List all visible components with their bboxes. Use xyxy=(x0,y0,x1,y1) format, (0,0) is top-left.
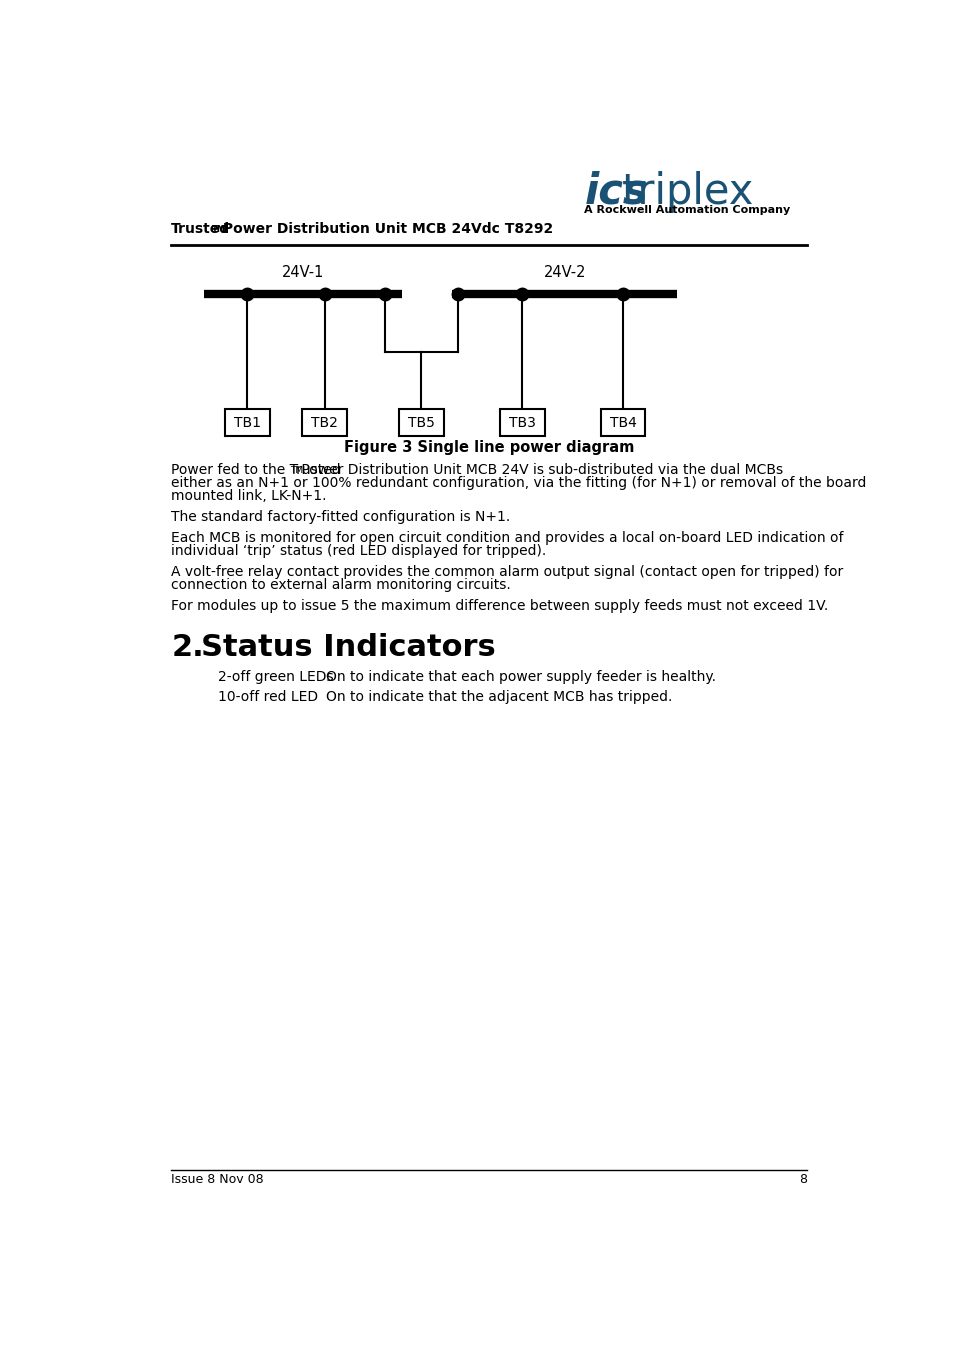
Bar xyxy=(599,409,645,436)
Text: TB2: TB2 xyxy=(311,416,337,430)
Text: On to indicate that the adjacent MCB has tripped.: On to indicate that the adjacent MCB has… xyxy=(326,689,672,704)
Text: The standard factory-fitted configuration is N+1.: The standard factory-fitted configuratio… xyxy=(171,511,510,524)
Text: Status Indicators: Status Indicators xyxy=(200,634,495,662)
Text: either as an N+1 or 100% redundant configuration, via the fitting (for N+1) or r: either as an N+1 or 100% redundant confi… xyxy=(171,477,865,490)
Text: 10-off red LED: 10-off red LED xyxy=(217,689,317,704)
Bar xyxy=(302,409,347,436)
Bar xyxy=(398,409,443,436)
Text: TB4: TB4 xyxy=(609,416,636,430)
Text: TM: TM xyxy=(290,466,302,476)
Text: On to indicate that each power supply feeder is healthy.: On to indicate that each power supply fe… xyxy=(326,670,716,685)
Text: A volt-free relay contact provides the common alarm output signal (contact open : A volt-free relay contact provides the c… xyxy=(171,565,842,578)
Text: Power Distribution Unit MCB 24Vdc T8292: Power Distribution Unit MCB 24Vdc T8292 xyxy=(217,222,553,236)
Bar xyxy=(499,409,544,436)
Text: TB5: TB5 xyxy=(408,416,435,430)
Text: individual ‘trip’ status (red LED displayed for tripped).: individual ‘trip’ status (red LED displa… xyxy=(171,544,546,558)
Text: A Rockwell Automation Company: A Rockwell Automation Company xyxy=(583,205,790,215)
Text: triplex: triplex xyxy=(620,170,753,212)
Bar xyxy=(224,409,270,436)
Text: 2-off green LEDs: 2-off green LEDs xyxy=(217,670,333,685)
Text: 24V-1: 24V-1 xyxy=(282,265,324,280)
Text: Each MCB is monitored for open circuit condition and provides a local on-board L: Each MCB is monitored for open circuit c… xyxy=(171,531,842,544)
Text: TB3: TB3 xyxy=(508,416,536,430)
Text: TB1: TB1 xyxy=(233,416,260,430)
Text: For modules up to issue 5 the maximum difference between supply feeds must not e: For modules up to issue 5 the maximum di… xyxy=(171,598,827,613)
Text: mounted link, LK-N+1.: mounted link, LK-N+1. xyxy=(171,489,326,504)
Text: 2.: 2. xyxy=(171,634,204,662)
Text: Issue 8 Nov 08: Issue 8 Nov 08 xyxy=(171,1173,264,1186)
Text: Power Distribution Unit MCB 24V is sub-distributed via the dual MCBs: Power Distribution Unit MCB 24V is sub-d… xyxy=(296,463,782,477)
Text: Power fed to the Trusted: Power fed to the Trusted xyxy=(171,463,340,477)
Text: Trusted: Trusted xyxy=(171,222,230,236)
Text: connection to external alarm monitoring circuits.: connection to external alarm monitoring … xyxy=(171,578,511,592)
Text: 24V-2: 24V-2 xyxy=(543,265,585,280)
Text: TM: TM xyxy=(212,224,225,234)
Text: Figure 3 Single line power diagram: Figure 3 Single line power diagram xyxy=(343,440,634,455)
Text: ics: ics xyxy=(583,170,647,212)
Text: 8: 8 xyxy=(798,1173,806,1186)
